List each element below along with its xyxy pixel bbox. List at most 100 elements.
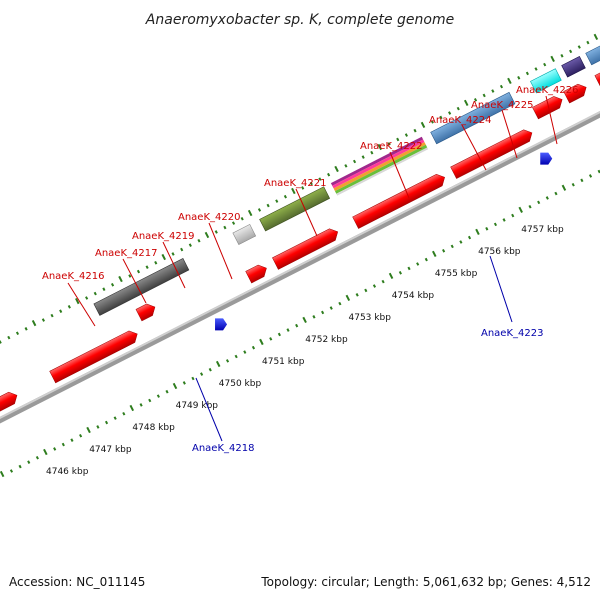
minor-tick [372, 284, 377, 288]
gene-label-4223[interactable]: AnaeK_4223 [481, 328, 543, 339]
minor-tick [545, 196, 549, 200]
minor-tick [104, 420, 109, 425]
minor-tick [50, 313, 54, 318]
major-tick [247, 209, 253, 217]
minor-tick [398, 271, 402, 275]
minor-tick [27, 460, 31, 464]
major-tick [518, 206, 523, 213]
major-tick [475, 228, 480, 235]
minor-tick [482, 93, 486, 98]
minor-tick [511, 213, 515, 218]
gene-arrow-4218[interactable] [215, 318, 228, 331]
gene-label-4225[interactable]: AnaeK_4225 [471, 100, 533, 111]
minor-tick [191, 376, 195, 381]
gene-label-4221[interactable]: AnaeK_4221 [264, 178, 326, 189]
minor-tick [493, 222, 498, 227]
gene-box-4224[interactable] [530, 68, 562, 94]
gene-box-4222[interactable] [430, 91, 516, 145]
scale-label: 4746 kbp [46, 467, 89, 477]
gene-box-4221[interactable] [330, 136, 429, 196]
gene-label-4217[interactable]: AnaeK_4217 [95, 248, 157, 259]
minor-tick [214, 230, 218, 234]
scale-label: 4749 kbp [176, 401, 219, 411]
scale-label: 4747 kbp [89, 445, 132, 455]
gene-label-4224[interactable]: AnaeK_4224 [429, 115, 491, 126]
forward-gene-arrow[interactable] [352, 172, 448, 229]
minor-tick [588, 174, 593, 178]
minor-tick [208, 367, 212, 372]
gene-label-4219[interactable]: AnaeK_4219 [132, 231, 194, 242]
minor-tick [283, 194, 287, 199]
forward-gene-arrow[interactable] [532, 94, 565, 120]
minor-tick [148, 398, 152, 403]
minor-tick [407, 266, 411, 271]
major-tick [302, 316, 307, 324]
minor-tick [467, 235, 472, 240]
gene-box-4216[interactable] [93, 258, 190, 316]
gene-arrow-4223[interactable] [540, 152, 553, 165]
scale-label: 4753 kbp [349, 313, 392, 323]
map-title: Anaeromyxobacter sp. K, complete genome [145, 12, 454, 28]
minor-tick [277, 332, 281, 337]
major-tick [161, 253, 166, 261]
gene-label-4216[interactable]: AnaeK_4216 [42, 271, 104, 282]
gene-box-4219[interactable] [232, 224, 257, 246]
minor-tick [456, 106, 460, 111]
minor-tick [387, 142, 391, 146]
forward-gene-arrow[interactable] [272, 226, 340, 270]
minor-tick [344, 164, 348, 168]
minor-tick [225, 359, 230, 363]
scale-label: 4751 kbp [262, 357, 305, 367]
gene-label-4218[interactable]: AnaeK_4218 [192, 443, 254, 454]
forward-gene-arrow[interactable] [49, 328, 141, 384]
minor-tick [231, 221, 236, 225]
minor-tick [286, 328, 290, 332]
minor-tick [0, 340, 2, 344]
minor-tick [413, 128, 417, 133]
minor-tick [424, 257, 428, 262]
major-tick [377, 143, 383, 151]
minor-tick [110, 283, 115, 287]
scale-label: 4748 kbp [132, 423, 175, 433]
forward-gene-arrow[interactable] [0, 389, 20, 434]
minor-tick [577, 45, 581, 49]
minor-tick [499, 84, 504, 89]
gene-label-4220[interactable]: AnaeK_4220 [178, 212, 240, 223]
major-tick [75, 297, 80, 305]
gene-box-4225[interactable] [561, 56, 586, 78]
major-tick [204, 231, 210, 239]
minor-tick [234, 354, 238, 359]
minor-tick [459, 240, 463, 244]
minor-tick [9, 469, 14, 473]
minor-tick [171, 252, 175, 256]
gene-box-4220[interactable] [259, 186, 331, 232]
forward-gene-arrow[interactable] [135, 301, 158, 322]
genome-summary-text: Topology: circular; Length: 5,061,632 bp… [260, 575, 591, 589]
major-tick [215, 360, 221, 368]
genome-track [0, 21, 600, 478]
major-tick [334, 165, 339, 173]
minor-tick [139, 403, 143, 407]
gene-box-4226[interactable] [585, 21, 600, 66]
minor-tick [93, 291, 97, 296]
forward-gene-arrow[interactable] [245, 262, 270, 284]
minor-tick [61, 442, 65, 447]
minor-tick [448, 111, 452, 115]
forward-gene-arrow[interactable] [563, 81, 590, 104]
minor-tick [491, 89, 495, 93]
minor-tick [580, 178, 584, 183]
reverse-gene-arrows [215, 152, 553, 331]
gene-label-4222[interactable]: AnaeK_4222 [360, 141, 422, 152]
minor-tick [396, 137, 400, 142]
minor-tick [7, 335, 11, 340]
scale-label: 4756 kbp [478, 247, 521, 257]
minor-tick [53, 447, 57, 451]
major-tick [432, 250, 437, 257]
accession-text: Accession: NC_011145 [9, 575, 145, 589]
gene-label-4226[interactable]: AnaeK_4226 [516, 85, 578, 96]
major-tick [345, 294, 351, 302]
minor-tick [35, 455, 39, 460]
minor-tick [197, 238, 201, 243]
major-tick [86, 426, 91, 434]
